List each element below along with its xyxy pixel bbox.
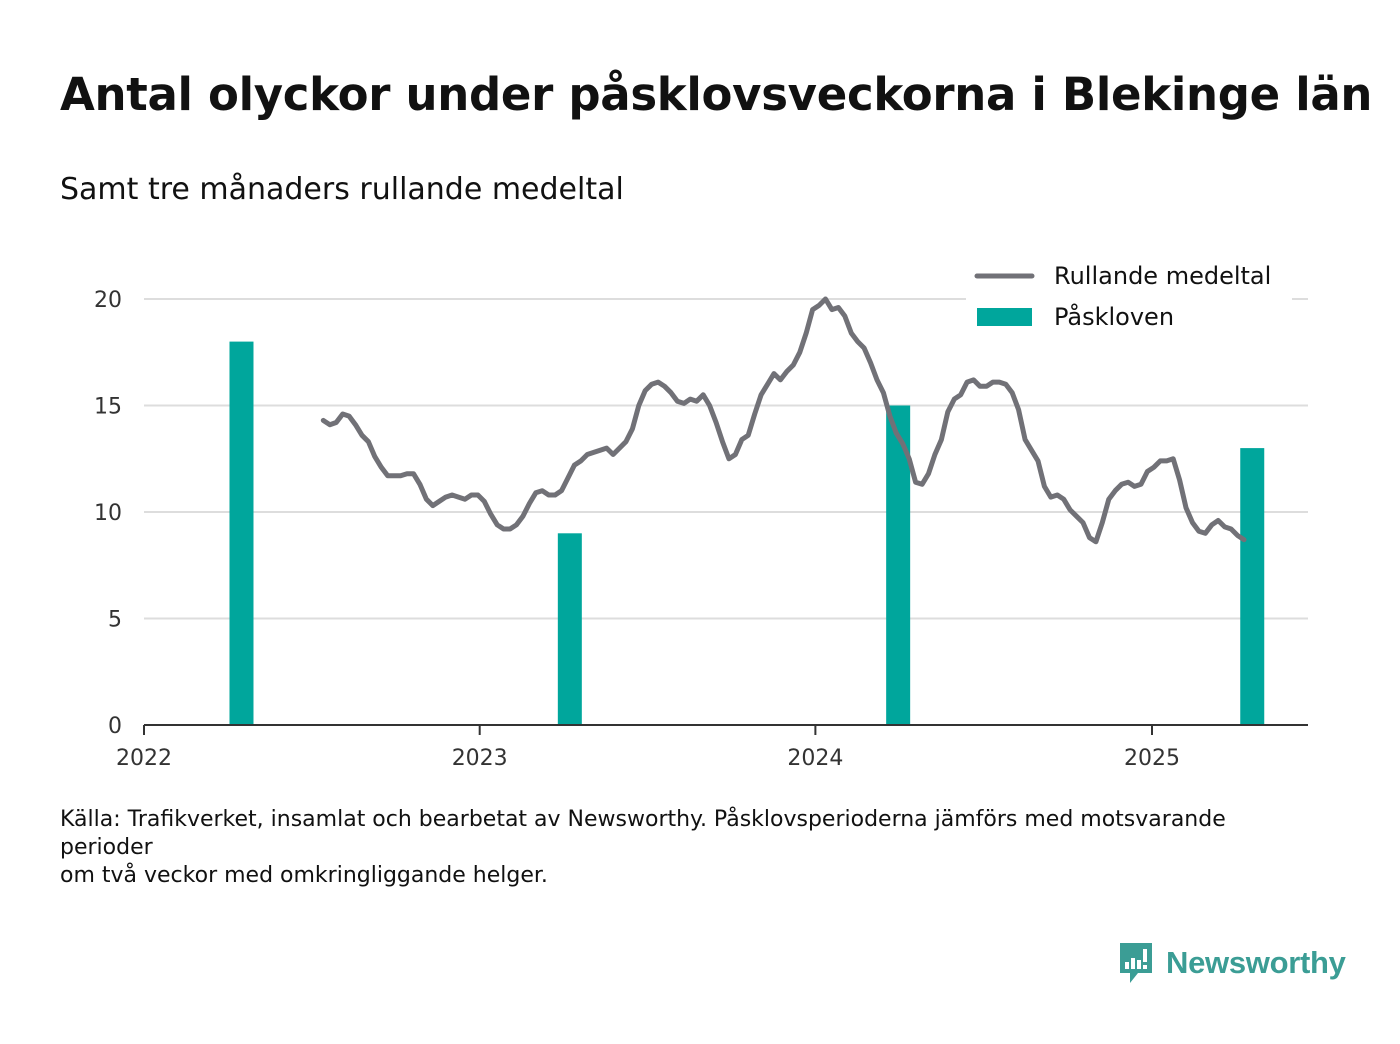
legend-label-rullande-medeltal: Rullande medeltal [1054,262,1271,290]
x-tick-label: 2023 [452,746,508,771]
y-tick-label: 20 [94,288,122,313]
x-tick-label: 2025 [1124,746,1180,771]
x-tick-label: 2024 [787,746,843,771]
x-tick-label: 2022 [116,746,172,771]
brand-name: Newsworthy [1166,945,1346,981]
source-note: Källa: Trafikverket, insamlat och bearbe… [60,806,1280,890]
y-tick-label: 5 [108,608,122,633]
bar-paskloven [1240,448,1264,725]
gridlines: 0 5 10 15 20 [94,288,1308,739]
bar-paskloven [229,342,253,725]
y-tick-label: 10 [94,501,122,526]
brand-logo: Newsworthy [1118,940,1346,986]
bar-paskloven [558,533,582,725]
source-line-1: Källa: Trafikverket, insamlat och bearbe… [60,806,1280,862]
newsworthy-logo-icon [1118,941,1154,985]
x-axis: 2022 2023 2024 2025 [116,725,1308,771]
y-tick-label: 0 [108,714,122,739]
legend-label-paskloven: Påskloven [1054,302,1174,331]
y-tick-label: 15 [94,395,122,420]
source-line-2: om två veckor med omkringliggande helger… [60,862,1280,890]
legend-swatch-bar [977,308,1032,326]
bar-series-paskloven [229,342,1264,725]
legend: Rullande medeltal Påskloven [966,253,1292,343]
